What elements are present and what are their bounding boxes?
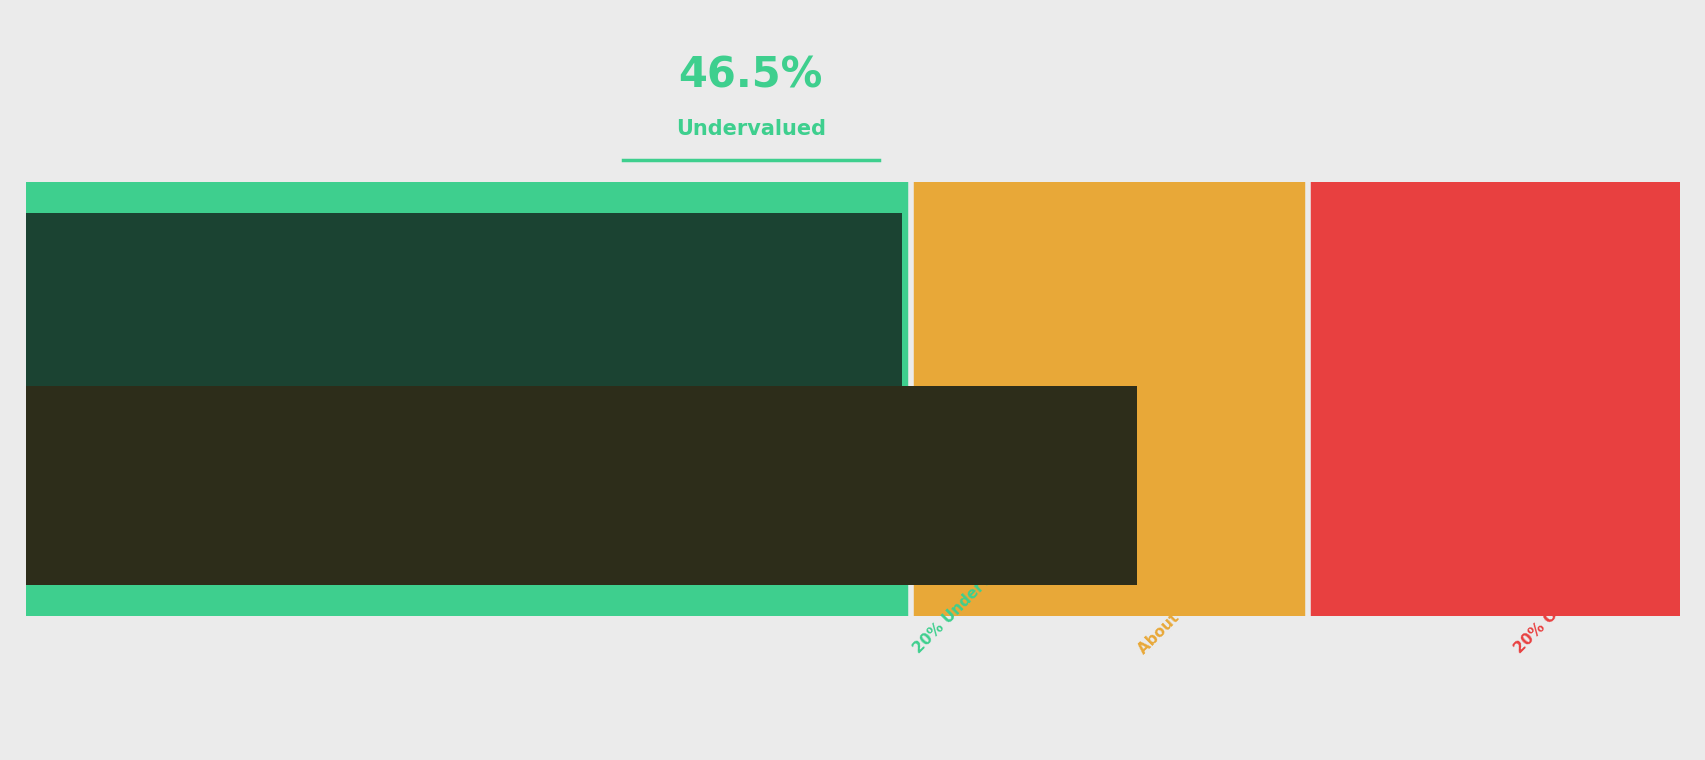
Text: 46.5%: 46.5% [679,55,822,97]
Bar [910,182,1308,616]
Bar [26,386,1137,585]
Text: Fair Value: Fair Value [535,441,627,459]
Bar [26,213,902,451]
Text: 20% Overvalued: 20% Overvalued [1511,547,1620,657]
Bar [26,182,910,616]
Text: JP¥6,500.07: JP¥6,500.07 [488,511,675,540]
Text: About Right: About Right [1134,574,1217,657]
Text: 20% Undervalued: 20% Undervalued [910,539,1028,657]
Bar [1308,182,1679,616]
Text: Current Price: Current Price [401,275,527,293]
Text: Undervalued: Undervalued [675,119,825,139]
Text: JP¥3,477.00: JP¥3,477.00 [370,361,558,389]
